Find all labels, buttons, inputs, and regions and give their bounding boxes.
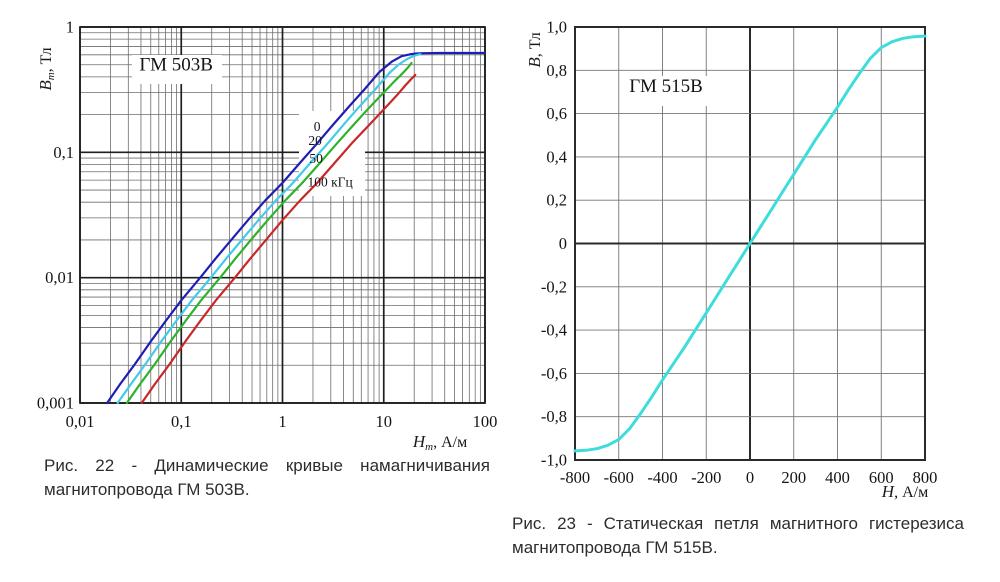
figure22-x-axis-label-symbol: Н [412,432,427,451]
figure23-y-axis-label-unit: , Тл [527,32,544,57]
y-tick-label: 0,2 [546,191,567,210]
x-tick-label: 400 [825,468,850,487]
x-tick-label: -800 [560,468,590,487]
figure23-caption-line1: Рис. 23 - Статическая петля магнитного г… [512,514,964,533]
x-tick-label: 0 [746,468,754,487]
figure22-caption-line2: магнитопровода ГМ 503В. [44,479,250,499]
figure23-caption: Рис. 23 - Статическая петля магнитного г… [512,512,964,559]
figure23-x-axis-label: Н, А/м [881,482,928,501]
figure22-title: ГМ 503В [139,54,213,75]
curve-frequency-label: 100 кГц [307,175,352,190]
y-tick-label: 1 [66,18,74,37]
figure22-y-axis-label: Вт, Тл [36,47,57,90]
x-tick-label: 10 [376,412,393,431]
figure23-x-axis-label-symbol: Н [881,482,896,501]
figure23-title: ГМ 515В [629,76,703,97]
figure22-y-axis-label-subscript: т [45,72,57,80]
x-tick-label: 1 [278,412,286,431]
grid-major [574,26,926,461]
x-tick-label: 600 [869,468,894,487]
curve-frequency-label: 50 [309,151,323,166]
curve-frequency-label: 20 [308,133,322,148]
y-tick-label: -1,0 [541,451,567,470]
y-tick-label: 0 [559,234,567,253]
figure22-y-axis-label-symbol: В [36,80,55,91]
x-tick-label: 0,1 [171,412,192,431]
y-tick-label: 0,8 [546,61,567,80]
curve-frequency-label: 0 [314,119,321,134]
figure22-y-axis-label-unit: , Тл [38,47,55,72]
y-tick-label: 1,0 [546,18,567,37]
hysteresis-loop-chart: ГМ 515В -800 -600 -400 -200 0 200 400 600 800 1,0 0… [525,18,938,502]
x-tick-label: -600 [604,468,634,487]
y-tick-label: 0,4 [546,147,567,166]
y-tick-label: -0,8 [541,407,567,426]
figure23-caption-line2: магнитопровода ГМ 515В. [512,537,718,557]
curve-100-кГц [140,73,417,405]
figure23-y-axis-label-symbol: В [525,57,544,68]
y-tick-label: 0,6 [546,104,567,123]
title-background [622,76,708,106]
figure22-caption-line1: Рис. 22 - Динамические кривые намагничив… [44,456,490,475]
y-tick-label: 0,001 [37,394,74,413]
plot-border [574,26,926,461]
y-tick-label: 0,1 [53,143,74,162]
figure22-x-axis-label-subscript: т [425,441,433,453]
magnetization-curves-chart: ГМ 503В 020 50 100 кГц 0,01 0,1 1 10 100 1 0,1 0,01… [36,18,498,454]
figure23-y-axis-label: В, Тл [525,32,544,67]
x-tick-label: 100 [473,412,498,431]
grid [80,27,485,403]
y-tick-label: 0,01 [45,268,74,287]
x-tick-label: -400 [647,468,677,487]
curve-50-кГц [125,62,413,405]
y-tick-label: -0,4 [541,321,567,340]
x-tick-label: 0,01 [66,412,95,431]
x-tick-label: -200 [691,468,721,487]
grid-major [79,26,486,404]
x-tick-label: 200 [781,468,806,487]
y-tick-label: -0,2 [541,277,567,296]
figure23-x-axis-label-unit: , А/м [894,484,928,501]
x-tick-label: 800 [913,468,938,487]
curve-20-кГц [116,53,422,405]
plot-border [79,26,486,404]
curve-0-кГц [106,51,487,405]
curve-статическая-петля-гистерезиса [573,34,927,453]
figure22-x-axis-label-unit: , А/м [433,434,467,451]
figure22-caption: Рис. 22 - Динамические кривые намагничив… [44,454,490,501]
figure22-x-axis-label: Нт, А/м [412,432,467,453]
y-tick-label: -0,6 [541,364,567,383]
title-background [132,55,222,84]
